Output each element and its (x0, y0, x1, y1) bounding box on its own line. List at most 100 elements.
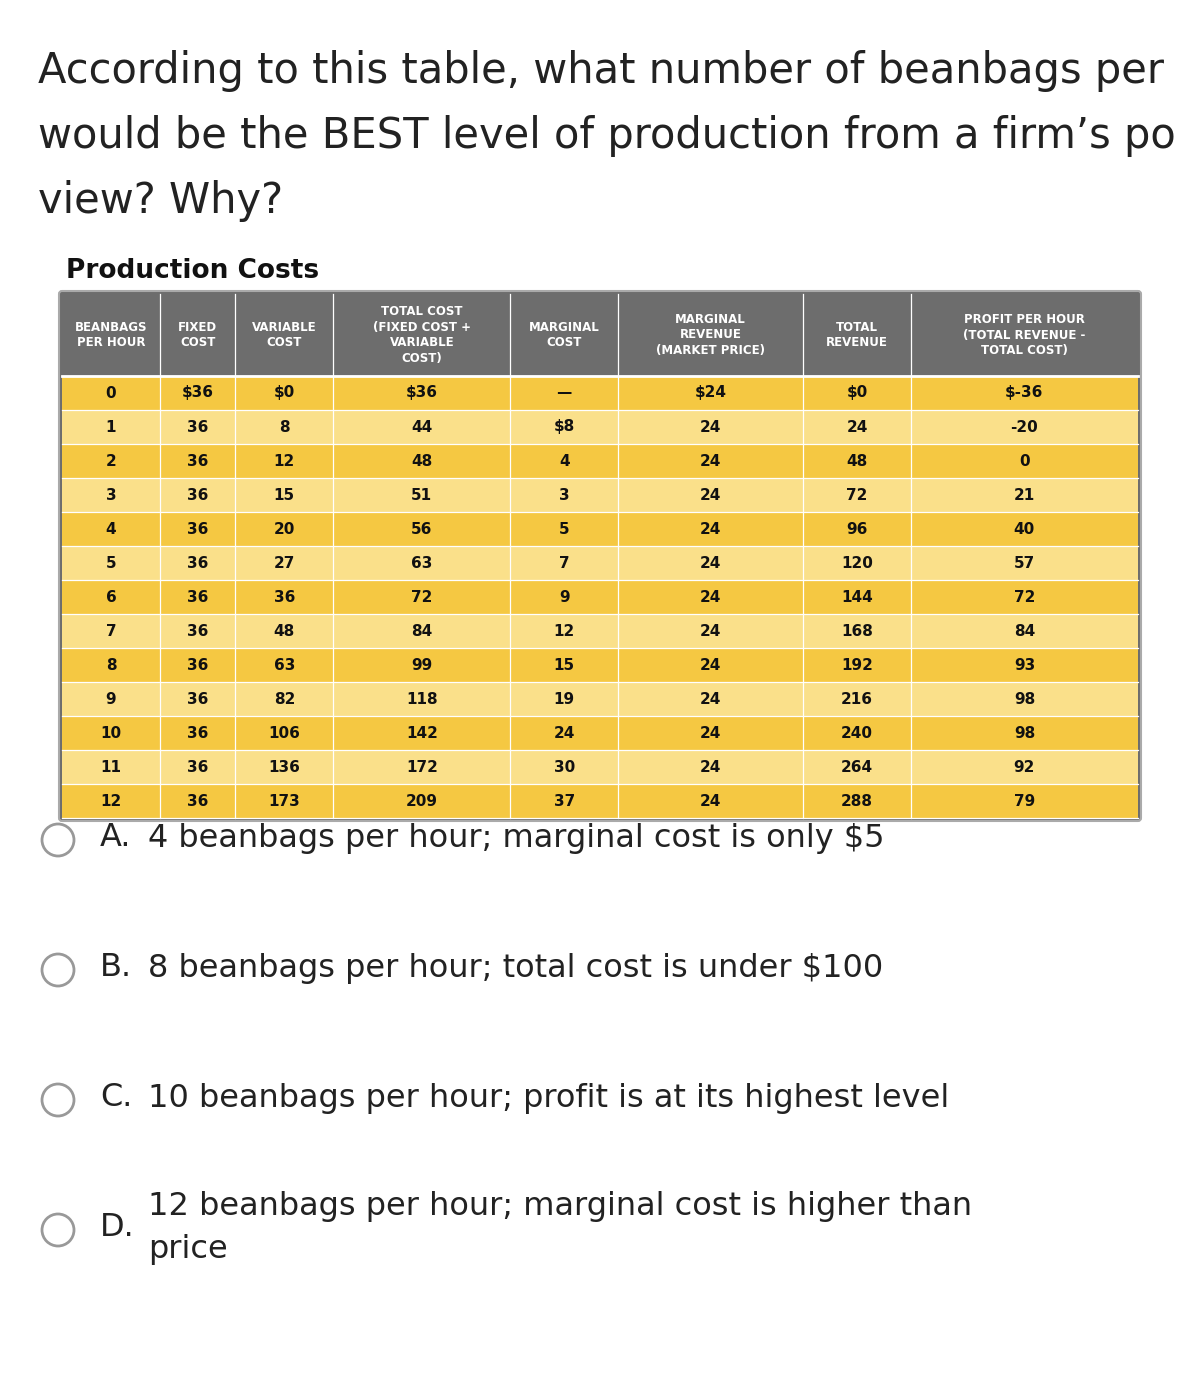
Text: 36: 36 (187, 759, 209, 774)
Text: 98: 98 (1014, 726, 1035, 741)
Text: 144: 144 (841, 589, 872, 605)
Bar (911, 377, 1138, 410)
FancyBboxPatch shape (59, 291, 1141, 821)
Bar (511, 478, 618, 512)
Bar (618, 410, 803, 443)
Text: 216: 216 (841, 691, 872, 706)
Bar (618, 682, 803, 716)
Bar (911, 682, 1138, 716)
Bar (803, 546, 911, 580)
Bar (160, 377, 236, 410)
Text: -20: -20 (1010, 420, 1039, 435)
Text: 4 beanbags per hour; marginal cost is only $5: 4 beanbags per hour; marginal cost is on… (149, 823, 884, 853)
Bar (334, 546, 511, 580)
Bar (511, 580, 618, 614)
Text: $0: $0 (274, 385, 295, 400)
Text: $36: $36 (182, 385, 213, 400)
Text: 72: 72 (847, 488, 868, 503)
Text: 79: 79 (1014, 794, 1035, 809)
Text: 9: 9 (559, 589, 569, 605)
Text: 120: 120 (841, 556, 872, 570)
Bar (236, 648, 334, 682)
Bar (911, 648, 1138, 682)
Bar (803, 377, 911, 410)
Bar (236, 377, 334, 410)
Bar (160, 512, 236, 546)
Bar (511, 682, 618, 716)
Text: 24: 24 (700, 657, 722, 673)
Text: 0: 0 (106, 385, 117, 400)
Bar (911, 410, 1138, 443)
Text: 48: 48 (274, 624, 295, 638)
Text: 37: 37 (553, 794, 574, 809)
Text: 24: 24 (700, 420, 722, 435)
Bar (911, 580, 1138, 614)
Text: 10: 10 (100, 726, 121, 741)
Bar (160, 784, 236, 817)
Text: 99: 99 (411, 657, 433, 673)
Text: 192: 192 (841, 657, 872, 673)
Bar (160, 443, 236, 478)
Text: D.: D. (100, 1212, 134, 1244)
Text: 3: 3 (559, 488, 569, 503)
Text: 15: 15 (274, 488, 295, 503)
Text: PROFIT PER HOUR
(TOTAL REVENUE -
TOTAL COST): PROFIT PER HOUR (TOTAL REVENUE - TOTAL C… (963, 313, 1086, 357)
Text: 240: 240 (841, 726, 872, 741)
Text: 36: 36 (187, 691, 209, 706)
Text: 84: 84 (1014, 624, 1035, 638)
Bar (160, 614, 236, 648)
Text: TOTAL
REVENUE: TOTAL REVENUE (826, 321, 888, 349)
Bar (334, 512, 511, 546)
Text: 36: 36 (187, 420, 209, 435)
Bar (803, 716, 911, 751)
Bar (618, 512, 803, 546)
Text: 6: 6 (106, 589, 117, 605)
Text: $0: $0 (847, 385, 868, 400)
Text: 7: 7 (559, 556, 569, 570)
Text: 36: 36 (187, 453, 209, 468)
Text: 2: 2 (106, 453, 117, 468)
Bar (62, 410, 160, 443)
Bar (511, 751, 618, 784)
Bar (618, 377, 803, 410)
Bar (511, 546, 618, 580)
Bar (236, 478, 334, 512)
Bar (803, 580, 911, 614)
Bar (334, 478, 511, 512)
Bar (334, 716, 511, 751)
Bar (511, 614, 618, 648)
Bar (911, 784, 1138, 817)
Text: 24: 24 (700, 624, 722, 638)
Bar (160, 751, 236, 784)
Bar (62, 614, 160, 648)
Bar (62, 784, 160, 817)
Bar (803, 478, 911, 512)
Bar (236, 512, 334, 546)
Text: 8 beanbags per hour; total cost is under $100: 8 beanbags per hour; total cost is under… (149, 952, 883, 984)
Bar (511, 443, 618, 478)
Text: A.: A. (100, 823, 132, 853)
Bar (911, 512, 1138, 546)
Bar (236, 443, 334, 478)
Text: 264: 264 (841, 759, 874, 774)
Text: 72: 72 (411, 589, 433, 605)
Bar (334, 614, 511, 648)
Text: 4: 4 (559, 453, 569, 468)
Text: 9: 9 (106, 691, 117, 706)
Bar (511, 716, 618, 751)
Text: $36: $36 (406, 385, 437, 400)
Bar (62, 648, 160, 682)
Bar (511, 512, 618, 546)
Bar (334, 751, 511, 784)
Text: FIXED
COST: FIXED COST (178, 321, 217, 349)
Text: 12: 12 (553, 624, 574, 638)
Bar (236, 614, 334, 648)
Bar (160, 410, 236, 443)
Bar (334, 377, 511, 410)
Text: 72: 72 (1014, 589, 1035, 605)
Text: 136: 136 (269, 759, 301, 774)
Text: 57: 57 (1014, 556, 1035, 570)
Text: $24: $24 (694, 385, 726, 400)
Bar (803, 614, 911, 648)
Text: 36: 36 (187, 794, 209, 809)
